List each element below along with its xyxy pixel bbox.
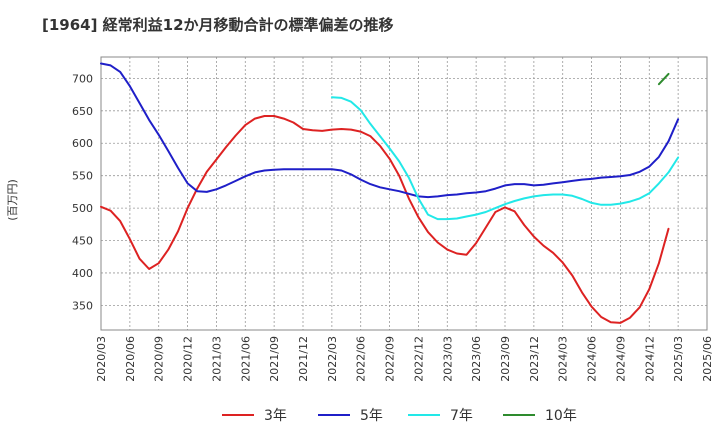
- series-line: [100, 115, 670, 324]
- x-tick-label: 2021/12: [297, 336, 310, 382]
- x-tick-label: 2020/09: [153, 336, 166, 382]
- x-tick-label: 2020/06: [124, 336, 137, 382]
- x-tick-label: 2022/12: [412, 336, 425, 382]
- x-tick-label: 2022/09: [384, 336, 397, 382]
- legend-label: 5年: [360, 408, 383, 424]
- legend-label: 3年: [264, 408, 287, 424]
- series-line: [100, 62, 680, 199]
- x-tick-label: 2023/09: [499, 336, 512, 382]
- y-axis-label: (百万円): [6, 179, 19, 221]
- series-line: [330, 96, 680, 221]
- x-tick-label: 2021/09: [268, 336, 281, 382]
- y-tick-label: 450: [72, 235, 93, 248]
- y-tick-label: 400: [72, 267, 93, 280]
- y-tick-label: 500: [72, 202, 93, 215]
- y-tick-label: 350: [72, 299, 93, 312]
- x-tick-label: 2020/03: [95, 336, 108, 382]
- x-tick-label: 2022/03: [326, 336, 339, 382]
- legend-label: 10年: [545, 408, 577, 424]
- legend-label: 7年: [450, 408, 473, 424]
- x-tick-label: 2022/06: [355, 336, 368, 382]
- x-tick-label: 2024/09: [614, 336, 627, 382]
- series-line: [657, 72, 670, 86]
- x-tick-label: 2023/06: [470, 336, 483, 382]
- x-tick-label: 2021/06: [239, 336, 252, 382]
- x-tick-label: 2024/06: [586, 336, 599, 382]
- x-tick-label: 2024/03: [557, 336, 570, 382]
- x-axis: 2020/03 2020/06 2020/09 2020/12 2021/03 2021/…: [95, 336, 714, 382]
- x-tick-label: 2023/03: [441, 336, 454, 382]
- y-tick-label: 600: [72, 137, 93, 150]
- x-tick-label: 2020/12: [182, 336, 195, 382]
- y-tick-label: 700: [72, 72, 93, 85]
- plot-frame: [100, 56, 708, 331]
- series-lines: [100, 62, 680, 324]
- x-tick-label: 2025/06: [701, 336, 714, 382]
- grid-lines: [101, 57, 707, 330]
- legend: 3年 5年 7年 10年: [222, 408, 577, 424]
- x-tick-label: 2021/03: [210, 336, 223, 382]
- y-tick-label: 650: [72, 105, 93, 118]
- y-tick-label: 550: [72, 170, 93, 183]
- x-tick-label: 2024/12: [643, 336, 656, 382]
- x-tick-label: 2025/03: [672, 336, 685, 382]
- y-axis: 350 400 450 500 550 600 650 700: [72, 72, 93, 312]
- chart-title: [1964] 経常利益12か月移動合計の標準偏差の推移: [42, 16, 394, 34]
- x-tick-label: 2023/12: [528, 336, 541, 382]
